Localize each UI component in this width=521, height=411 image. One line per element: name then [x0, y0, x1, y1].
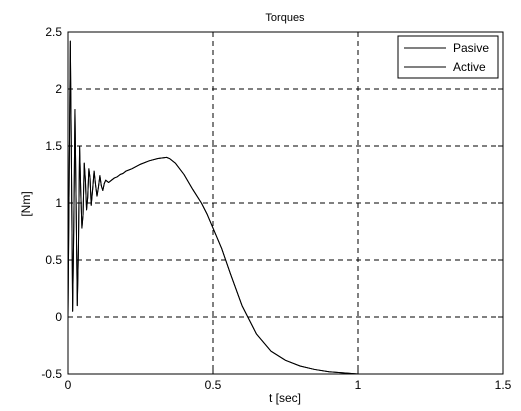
y-tick-labels: -0.5 0 0.5 1 1.5 2 2.5	[41, 25, 62, 381]
x-tick-label: 1	[355, 378, 362, 392]
x-tick-label: 1.5	[495, 378, 512, 392]
y-tick-label: 2	[55, 82, 62, 96]
y-tick-label: 1.5	[45, 139, 62, 153]
x-tick-labels: 0 0.5 1 1.5	[65, 378, 512, 392]
series-group	[67, 40, 503, 375]
y-tick-label: 2.5	[45, 25, 62, 39]
legend-box	[397, 35, 499, 79]
legend: Pasive Active	[397, 35, 499, 79]
chart-title: Torques	[265, 12, 305, 24]
y-tick-label: 0	[55, 310, 62, 324]
x-axis-label: t [sec]	[269, 391, 301, 405]
y-axis-label: [Nm]	[19, 191, 33, 216]
x-tick-label: 0	[65, 378, 72, 392]
tick-marks	[67, 31, 504, 375]
legend-label-active: Active	[453, 60, 486, 74]
y-tick-label: 1	[55, 196, 62, 210]
legend-label-pasive: Pasive	[453, 41, 489, 55]
series-line-active	[67, 40, 503, 375]
y-tick-label: 0.5	[45, 253, 62, 267]
x-tick-label: 0.5	[205, 378, 222, 392]
grid	[68, 32, 503, 374]
y-tick-label: -0.5	[41, 367, 62, 381]
